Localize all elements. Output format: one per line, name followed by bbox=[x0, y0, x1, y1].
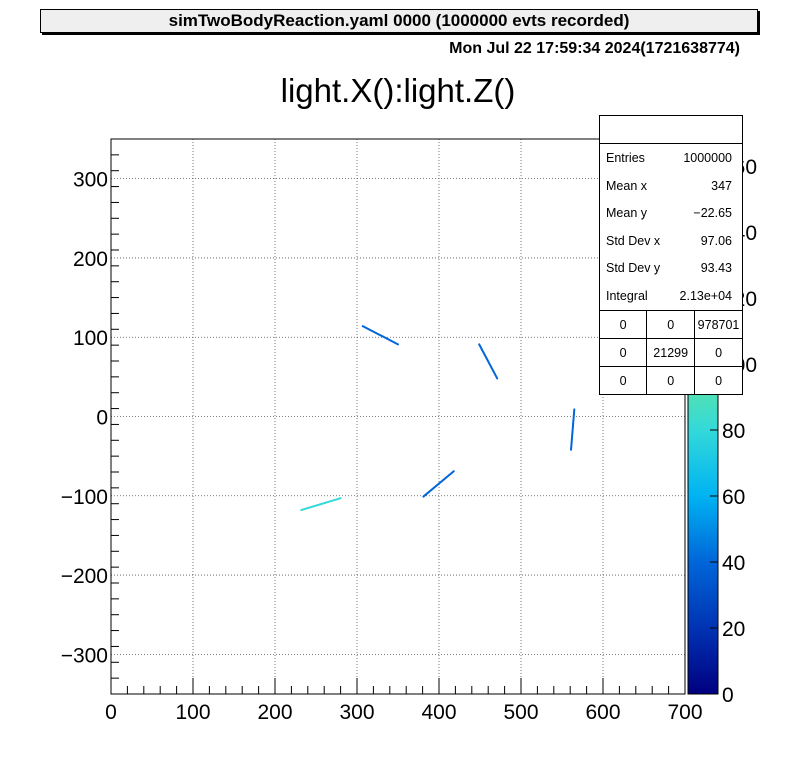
colorbar-tick-label: 40 bbox=[722, 552, 745, 575]
stat-value: 1000000 bbox=[683, 151, 732, 165]
stat-label: Integral bbox=[606, 288, 648, 303]
grid-cell: 21299 bbox=[646, 338, 696, 367]
y-tick-label: 200 bbox=[73, 248, 108, 271]
stat-label: Mean x bbox=[606, 178, 647, 193]
stat-value: 2.13e+04 bbox=[679, 288, 732, 303]
data-segments bbox=[300, 325, 576, 512]
plot-title: light.X():light.Z() bbox=[280, 72, 516, 109]
x-tick-label: 0 bbox=[105, 701, 117, 724]
file-title-box: simTwoBodyReaction.yaml 0000 (1000000 ev… bbox=[40, 9, 758, 33]
data-segment bbox=[478, 343, 499, 380]
axis-ticks bbox=[110, 138, 686, 695]
data-segment bbox=[361, 325, 399, 346]
grid-row: 0 0 978701 bbox=[600, 310, 742, 339]
data-segment bbox=[300, 497, 342, 512]
data-segment bbox=[570, 408, 576, 451]
grid-cell: 0 bbox=[646, 366, 696, 394]
grid-cell: 0 bbox=[646, 310, 696, 339]
grid-lines bbox=[111, 139, 685, 694]
grid-row: 0 21299 0 bbox=[600, 338, 742, 367]
y-tick-label: 0 bbox=[96, 407, 108, 430]
x-tick-label: 700 bbox=[667, 701, 702, 724]
y-tick-label: −200 bbox=[61, 565, 108, 588]
colorbar-tick-label: 0 bbox=[722, 684, 734, 707]
y-tick-labels: −300 −200 −100 0 100 200 300 bbox=[61, 169, 108, 668]
grid-cell: 0 bbox=[600, 310, 648, 339]
grid-cell: 0 bbox=[694, 338, 742, 367]
y-tick-label: 300 bbox=[73, 169, 108, 192]
stat-label: Mean y bbox=[606, 206, 647, 220]
stat-row: Std Dev y 93.43 bbox=[600, 254, 742, 282]
overflow-grid: 0 0 978701 0 21299 0 0 0 0 bbox=[600, 310, 742, 394]
colorbar-tick-label: 80 bbox=[722, 420, 745, 443]
y-tick-label: −100 bbox=[61, 486, 108, 509]
y-tick-label: 100 bbox=[73, 327, 108, 350]
x-tick-label: 600 bbox=[585, 701, 620, 724]
statistics-box: Entries 1000000 Mean x 347 Mean y −22.65 Std D… bbox=[599, 115, 743, 395]
x-tick-label: 400 bbox=[421, 701, 456, 724]
x-tick-label: 200 bbox=[257, 701, 292, 724]
grid-cell: 0 bbox=[600, 338, 648, 367]
data-segment bbox=[422, 470, 455, 498]
stat-label: Std Dev x bbox=[606, 233, 661, 248]
stats-title bbox=[600, 116, 742, 144]
stat-row: Mean x 347 bbox=[600, 172, 742, 200]
x-tick-labels: 0 100 200 300 400 500 600 700 bbox=[105, 701, 702, 724]
plot-frame bbox=[110, 138, 686, 695]
stat-label: Entries bbox=[606, 151, 645, 165]
colorbar-tick-label: 20 bbox=[722, 618, 745, 641]
x-tick-label: 500 bbox=[503, 701, 538, 724]
stat-label: Std Dev y bbox=[606, 261, 661, 275]
stat-row: Entries 1000000 bbox=[600, 144, 742, 172]
timestamp: Mon Jul 22 17:59:34 2024(1721638774) bbox=[449, 40, 740, 57]
grid-cell: 0 bbox=[694, 366, 742, 394]
stat-value: −22.65 bbox=[693, 206, 732, 220]
colorbar-tick-label: 60 bbox=[722, 486, 745, 509]
grid-cell: 978701 bbox=[694, 310, 742, 339]
grid-cell: 0 bbox=[600, 366, 648, 394]
stat-row: Integral 2.13e+04 bbox=[600, 282, 742, 310]
x-tick-label: 100 bbox=[175, 701, 210, 724]
y-tick-label: −300 bbox=[61, 644, 108, 667]
stat-value: 347 bbox=[711, 178, 732, 193]
stat-value: 93.43 bbox=[700, 261, 732, 275]
stat-row: Mean y −22.65 bbox=[600, 199, 742, 227]
stat-value: 97.06 bbox=[700, 233, 732, 248]
file-title: simTwoBodyReaction.yaml 0000 (1000000 ev… bbox=[168, 11, 630, 30]
stat-row: Std Dev x 97.06 bbox=[600, 227, 742, 255]
x-tick-label: 300 bbox=[339, 701, 374, 724]
